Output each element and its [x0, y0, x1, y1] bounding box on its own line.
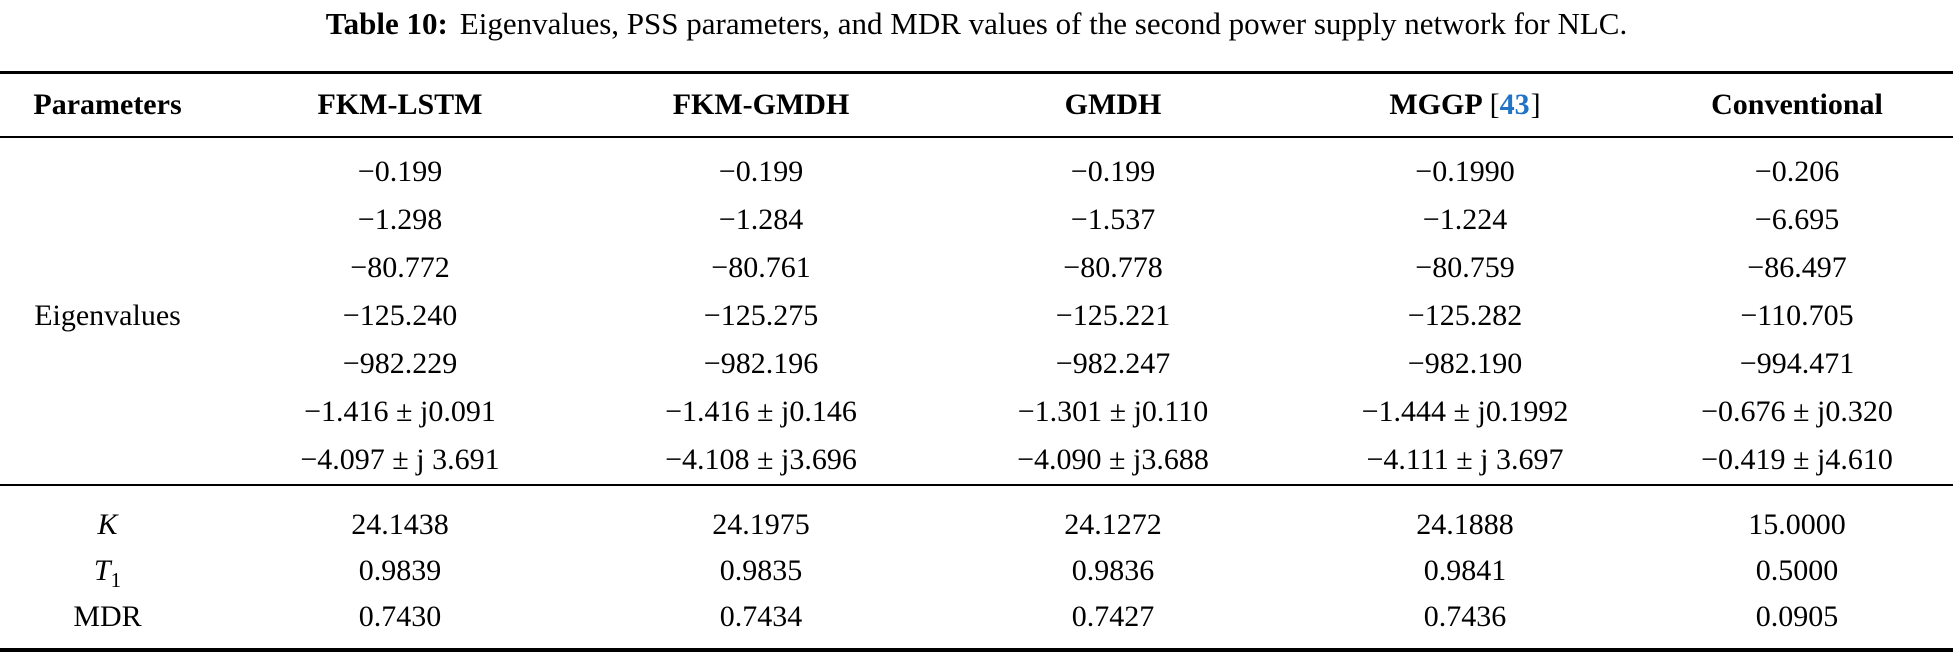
- t1-subscript: 1: [110, 568, 122, 592]
- eigenvalue-cell: −0.206: [1754, 155, 1840, 188]
- param-value-cell: 0.7434: [719, 600, 803, 633]
- param-value-cell: 24.1438: [351, 508, 449, 541]
- ref-close-bracket: ]: [1530, 88, 1541, 121]
- eigenvalue-row: −0.199 −0.199 −0.199 −0.1990 −0.206: [0, 137, 1953, 196]
- row-label-empty: [0, 244, 215, 292]
- mggp-label: MGGP: [1389, 88, 1483, 121]
- param-value-cell: 0.5000: [1755, 554, 1839, 587]
- eigenvalue-cell: −982.247: [1055, 347, 1171, 380]
- eigenvalue-row: −80.772 −80.761 −80.778 −80.759 −86.497: [0, 244, 1953, 292]
- eigenvalue-cell: −4.097 ± j 3.691: [300, 443, 500, 476]
- eigenvalue-cell: −1.537: [1070, 203, 1156, 236]
- param-row-t1: T1 0.9839 0.9835 0.9836 0.9841 0.5000: [0, 548, 1953, 594]
- param-value-cell: 0.7430: [358, 600, 442, 633]
- param-row-mdr: MDR 0.7430 0.7434 0.7427 0.7436 0.0905: [0, 594, 1953, 650]
- eigenvalue-row: −4.097 ± j 3.691 −4.108 ± j3.696 −4.090 …: [0, 436, 1953, 485]
- eigenvalue-cell: −982.229: [342, 347, 458, 380]
- param-value-cell: 0.0905: [1755, 600, 1839, 633]
- eigenvalue-row: −982.229 −982.196 −982.247 −982.190 −994…: [0, 340, 1953, 388]
- col-header-fkm-lstm: FKM-LSTM: [317, 88, 483, 121]
- param-value-cell: 24.1975: [712, 508, 810, 541]
- eigenvalue-cell: −1.301 ± j0.110: [1017, 395, 1209, 428]
- col-header-gmdh: GMDH: [1064, 88, 1162, 121]
- eigenvalue-cell: −1.416 ± j0.091: [304, 395, 496, 428]
- eigenvalue-cell: −982.196: [703, 347, 819, 380]
- param-value-cell: 0.7436: [1423, 600, 1507, 633]
- col-header-conventional: Conventional: [1711, 88, 1883, 121]
- eigenvalue-row: −1.416 ± j0.091 −1.416 ± j0.146 −1.301 ±…: [0, 388, 1953, 436]
- param-value-cell: 24.1888: [1416, 508, 1514, 541]
- eigenvalue-cell: −110.705: [1740, 299, 1854, 332]
- caption-text: Eigenvalues, PSS parameters, and MDR val…: [459, 6, 1628, 41]
- eigenvalue-cell: −4.108 ± j3.696: [665, 443, 857, 476]
- param-value-cell: 0.9836: [1071, 554, 1155, 587]
- eigenvalue-cell: −80.759: [1415, 251, 1515, 284]
- eigenvalue-cell: −80.778: [1063, 251, 1163, 284]
- parameters-section: K 24.1438 24.1975 24.1272 24.1888 15.000…: [0, 485, 1953, 650]
- eigenvalue-cell: −4.090 ± j3.688: [1017, 443, 1209, 476]
- col-header-mggp: MGGP [43]: [1289, 73, 1641, 138]
- eigenvalue-cell: −1.284: [718, 203, 804, 236]
- eigenvalue-cell: −0.199: [357, 155, 443, 188]
- param-value-cell: 15.0000: [1748, 508, 1846, 541]
- eigenvalue-cell: −0.199: [718, 155, 804, 188]
- param-row-k: K 24.1438 24.1975 24.1272 24.1888 15.000…: [0, 485, 1953, 548]
- eigenvalue-cell: −4.111 ± j 3.697: [1366, 443, 1564, 476]
- eigenvalue-cell: −0.1990: [1415, 155, 1515, 188]
- row-label-empty: [0, 388, 215, 436]
- table-caption: Table 10: Eigenvalues, PSS parameters, an…: [0, 0, 1953, 44]
- eigenvalue-cell: −125.221: [1055, 299, 1171, 332]
- eigenvalue-cell: −994.471: [1739, 347, 1855, 380]
- eigenvalue-cell: −1.224: [1422, 203, 1508, 236]
- eigenvalue-cell: −1.444 ± j0.1992: [1361, 395, 1569, 428]
- eigenvalue-cell: −0.419 ± j4.610: [1701, 443, 1893, 476]
- ref-open-bracket: [: [1489, 88, 1500, 121]
- param-label-mdr: MDR: [73, 600, 142, 633]
- eigenvalue-cell: −125.275: [703, 299, 819, 332]
- eigenvalue-cell: −80.772: [350, 251, 450, 284]
- eigenvalue-cell: −125.240: [342, 299, 458, 332]
- col-header-parameters: Parameters: [33, 88, 182, 121]
- table-header: Parameters FKM-LSTM FKM-GMDH GMDH MGGP [4…: [0, 72, 1953, 138]
- eigenvalue-cell: −1.298: [357, 203, 443, 236]
- caption-label: Table 10:: [325, 6, 448, 41]
- eigenvalue-cell: −6.695: [1754, 203, 1840, 236]
- eigenvalue-cell: −0.199: [1070, 155, 1156, 188]
- col-header-fkm-gmdh: FKM-GMDH: [672, 88, 850, 121]
- eigenvalue-row: Eigenvalues −125.240 −125.275 −125.221 −…: [0, 292, 1953, 340]
- param-value-cell: 0.9839: [358, 554, 442, 587]
- eigenvalue-cell: −0.676 ± j0.320: [1701, 395, 1893, 428]
- row-label-empty: [0, 340, 215, 388]
- row-group-label-eigenvalues: Eigenvalues: [34, 299, 181, 332]
- reference-43-link[interactable]: 43: [1499, 88, 1530, 121]
- param-value-cell: 0.7427: [1071, 600, 1155, 633]
- eigenvalue-row: −1.298 −1.284 −1.537 −1.224 −6.695: [0, 196, 1953, 244]
- param-value-cell: 24.1272: [1064, 508, 1162, 541]
- eigenvalue-cell: −1.416 ± j0.146: [665, 395, 857, 428]
- results-table: Parameters FKM-LSTM FKM-GMDH GMDH MGGP [4…: [0, 71, 1953, 652]
- row-label-empty: [0, 137, 215, 196]
- row-label-empty: [0, 436, 215, 485]
- eigenvalue-cell: −80.761: [711, 251, 811, 284]
- param-label-t1: T1: [93, 554, 122, 592]
- row-label-empty: [0, 196, 215, 244]
- param-value-cell: 0.9835: [719, 554, 803, 587]
- param-label-k: K: [97, 508, 118, 541]
- eigenvalue-cell: −125.282: [1407, 299, 1523, 332]
- header-row: Parameters FKM-LSTM FKM-GMDH GMDH MGGP [4…: [0, 72, 1953, 138]
- eigenvalues-section: −0.199 −0.199 −0.199 −0.1990 −0.206 −1.2…: [0, 137, 1953, 485]
- eigenvalue-cell: −982.190: [1407, 347, 1523, 380]
- eigenvalue-cell: −86.497: [1747, 251, 1847, 284]
- param-value-cell: 0.9841: [1423, 554, 1507, 587]
